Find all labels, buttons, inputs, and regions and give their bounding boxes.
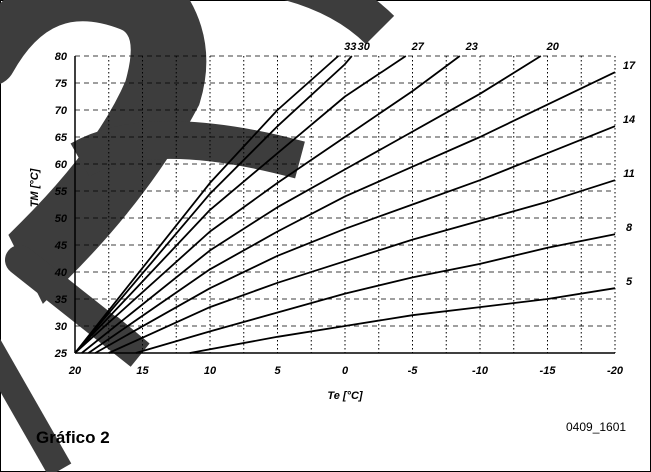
y-tick-label: 70 — [55, 105, 68, 117]
y-axis-title: TM [°C] — [29, 168, 41, 207]
y-tick-label: 25 — [54, 348, 68, 360]
watermark-stroke-left — [0, 338, 72, 472]
series-group — [74, 55, 616, 354]
watermark-arc — [0, 0, 207, 304]
x-tick-label: -5 — [408, 365, 419, 377]
y-tick-label: 50 — [55, 213, 68, 225]
x-tick-label: -10 — [472, 365, 489, 377]
curve-11 — [108, 179, 616, 354]
curve-23 — [74, 55, 461, 354]
curve-label-23: 23 — [465, 41, 478, 53]
y-tick-label: 75 — [55, 78, 68, 90]
curve-30 — [74, 55, 353, 354]
x-tick-label: 10 — [204, 365, 217, 377]
figure-code: 0409_1601 — [566, 420, 627, 434]
curve-label-20: 20 — [546, 41, 560, 53]
x-tick-label: -15 — [540, 365, 557, 377]
x-tick-label: 20 — [68, 365, 82, 377]
curve-label-33: 33 — [344, 41, 356, 53]
y-tick-label: 45 — [54, 240, 68, 252]
figure-caption: Gráfico 2 — [36, 428, 110, 447]
curve-label-17: 17 — [623, 60, 636, 72]
y-tick-label: 65 — [55, 132, 68, 144]
x-tick-label: 0 — [342, 365, 349, 377]
curve-27 — [74, 55, 407, 354]
watermark-band — [70, 121, 305, 179]
y-tick-label: 55 — [55, 186, 68, 198]
curve-5 — [189, 287, 616, 354]
curve-label-14: 14 — [623, 114, 635, 126]
x-tick-label: 5 — [274, 365, 281, 377]
curve-33 — [74, 55, 339, 354]
x-tick-label: 15 — [136, 365, 149, 377]
y-tick-label: 60 — [55, 159, 68, 171]
x-axis-title: Te [°C] — [327, 390, 362, 402]
curve-8 — [135, 233, 616, 354]
y-tick-label: 35 — [55, 294, 68, 306]
curve-label-27: 27 — [411, 41, 425, 53]
x-tick-label: -20 — [607, 365, 624, 377]
y-tick-label: 80 — [55, 51, 68, 63]
curve-label-5: 5 — [626, 276, 633, 288]
curve-label-30: 30 — [358, 41, 371, 53]
curve-14 — [94, 125, 616, 354]
y-tick-label: 30 — [55, 321, 68, 333]
curve-17 — [87, 71, 616, 354]
watermark-arc-top — [284, 0, 395, 45]
curve-label-11: 11 — [623, 168, 634, 180]
curve-label-8: 8 — [626, 222, 633, 234]
watermark-stroke-lower — [5, 245, 150, 367]
axes — [74, 56, 615, 354]
y-tick-label: 40 — [54, 267, 68, 279]
curve-20 — [81, 55, 542, 354]
